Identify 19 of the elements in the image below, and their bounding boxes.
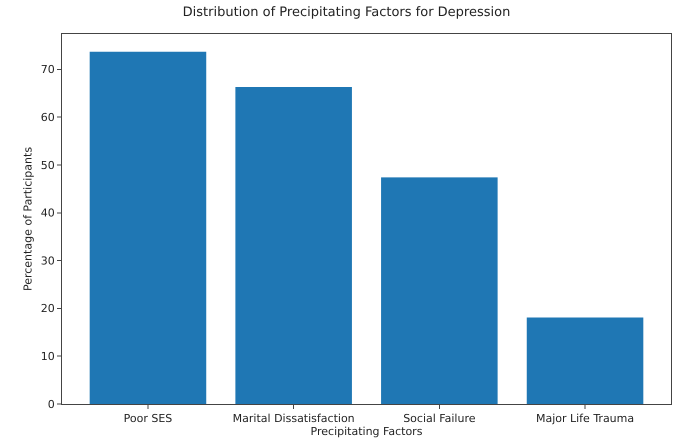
y-tick-label: 20 [40,302,55,316]
y-tick-label: 10 [40,350,55,364]
y-axis-title: Percentage of Participants [21,146,34,292]
bar [90,52,206,404]
x-tick-label: Marital Dissatisfaction [232,412,355,426]
y-tick-label: 40 [40,206,55,220]
y-tick-label: 0 [48,398,55,411]
bar [526,317,644,404]
chart-title: Distribution of Precipitating Factors for Depression [182,4,510,20]
bar [235,87,352,404]
bar [381,177,498,404]
x-tick-label: Poor SES [124,412,172,426]
y-tick-label: 60 [40,111,55,124]
x-tick-label: Major Life Trauma [536,412,634,426]
y-tick-label: 50 [40,158,55,172]
y-tick-label: 70 [40,63,55,76]
x-axis-title: Precipitating Factors [310,425,423,438]
x-tick-label: Social Failure [403,412,476,426]
y-tick-label: 30 [40,254,55,268]
